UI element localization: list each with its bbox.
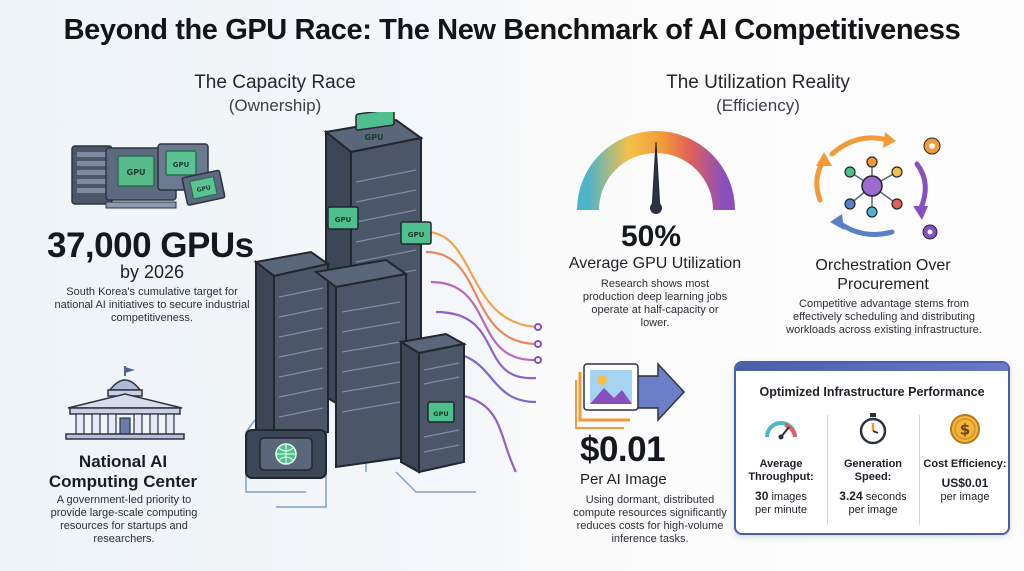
gpu-target-description: South Korea's cumulative target for nati…: [54, 286, 250, 324]
svg-text:GPU: GPU: [127, 168, 146, 177]
utilization-value: 50%: [620, 220, 682, 253]
svg-text:GPU: GPU: [173, 161, 190, 169]
svg-text:GPU: GPU: [335, 216, 352, 224]
utilization-description: Research shows most production deep lear…: [582, 278, 728, 329]
throughput-label: Average Throughput:: [748, 458, 814, 483]
orchestration-title: Orchestration Over Procurement: [815, 257, 951, 293]
cost-label: Per AI Image: [580, 471, 667, 488]
metric-divider: [827, 415, 828, 525]
computing-center-title: National AI Computing Center: [48, 452, 198, 491]
ai-image-icon: [575, 362, 686, 429]
orchestration-description: Competitive advantage stems from effecti…: [786, 298, 982, 336]
gpu-chip-label: GPU: [365, 133, 384, 142]
gpu-target-value: 37,000 GPUs: [47, 226, 254, 265]
performance-card: Optimized Infrastructure Performance Ave…: [734, 361, 1010, 535]
government-building-icon: [65, 366, 185, 440]
throughput-value: 30 images per minute: [755, 489, 807, 517]
utilization-label: Average GPU Utilization: [568, 255, 742, 272]
svg-text:GPU: GPU: [408, 231, 425, 239]
svg-text:GPU: GPU: [433, 410, 448, 418]
metric-generation-speed: Generation Speed: 3.24 seconds per image: [828, 411, 918, 531]
svg-text:GPU: GPU: [196, 184, 211, 194]
gpu-target-year: by 2026: [119, 262, 185, 282]
stopwatch-icon: [859, 413, 887, 445]
metric-throughput: Average Throughput: 30 images per minute: [736, 411, 826, 531]
svg-text:$: $: [960, 421, 970, 439]
metric-divider: [919, 415, 920, 525]
efficiency-subheading: (Efficiency): [716, 96, 800, 115]
metric-cost-efficiency: $ Cost Efficiency: US$0.01 per image: [920, 411, 1008, 531]
generation-speed-value: 3.24 seconds per image: [839, 489, 907, 517]
speedometer-icon: [765, 421, 797, 440]
cost-description: Using dormant, distributed compute resou…: [573, 494, 727, 545]
cost-efficiency-label: Cost Efficiency:: [923, 458, 1007, 470]
dollar-coin-icon: $: [950, 414, 980, 444]
card-header-bar: [736, 363, 1008, 371]
orchestration-icon: [814, 132, 941, 240]
cost-efficiency-value: US$0.01 per image: [940, 476, 990, 504]
gpu-cards-icon: GPU GPU GPU: [71, 143, 226, 209]
ownership-subheading: (Ownership): [228, 96, 322, 115]
utilization-reality-heading: The Utilization Reality: [666, 72, 850, 93]
generation-speed-label: Generation Speed:: [843, 458, 903, 483]
server-cluster-illustration: GPU GPU GPU GPU GPU: [245, 112, 542, 508]
computing-center-description: A government-led priority to provide lar…: [50, 494, 198, 545]
card-title: Optimized Infrastructure Performance: [759, 385, 985, 399]
cost-value: $0.01: [580, 430, 666, 469]
page-title: Beyond the GPU Race: The New Benchmark o…: [63, 14, 961, 46]
utilization-gauge-icon: [577, 131, 735, 214]
capacity-race-heading: The Capacity Race: [194, 72, 356, 93]
